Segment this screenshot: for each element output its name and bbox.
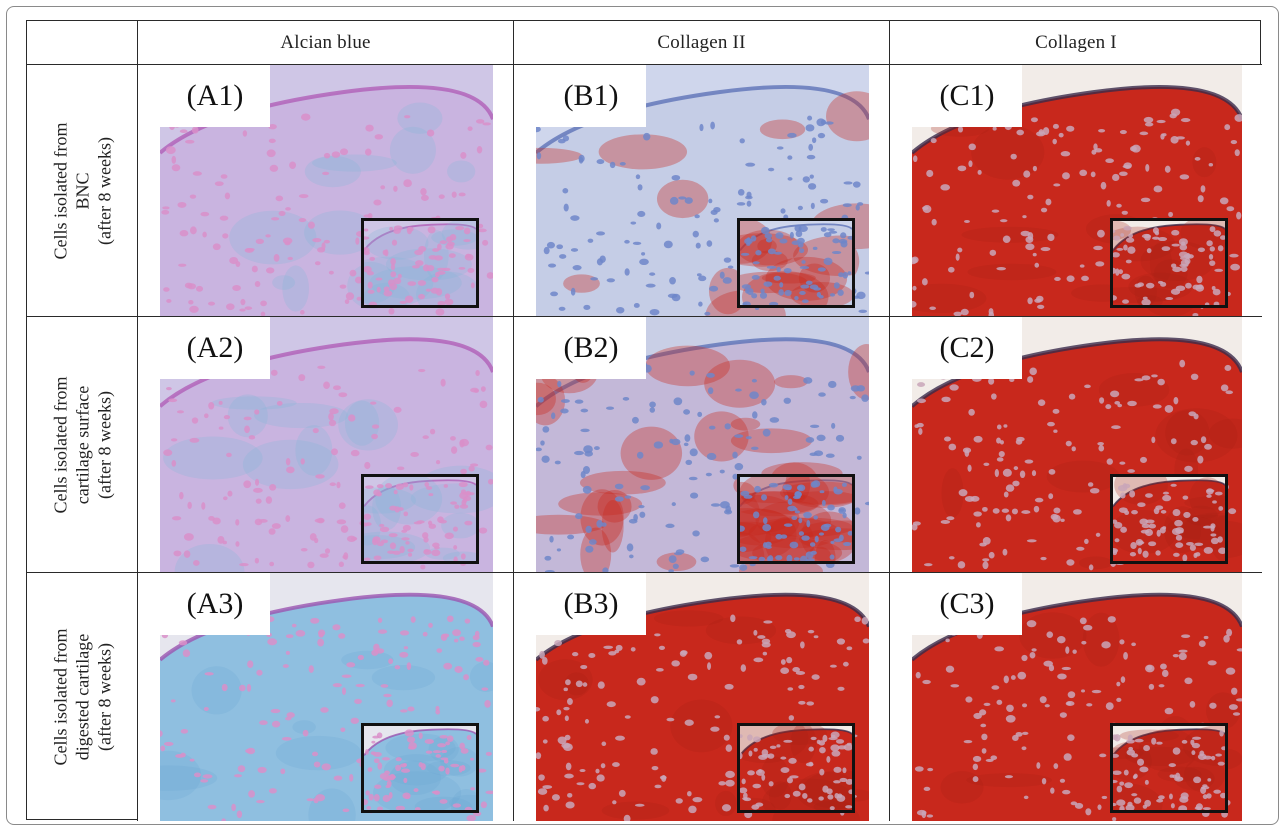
micrograph-cell: (A2)	[138, 317, 514, 573]
micrograph-cell: (C3)	[890, 573, 1262, 821]
micrograph-cell: (A3)	[138, 573, 514, 821]
panel-label: (C3)	[912, 573, 1022, 635]
micrograph-cell: (A1)	[138, 65, 514, 317]
inset-micrograph	[737, 723, 855, 813]
inset-micrograph	[361, 218, 479, 308]
row-header-line: BNC	[72, 171, 93, 210]
row-header-line: (after 8 weeks)	[94, 390, 115, 499]
inset-micrograph	[737, 474, 855, 564]
inset-micrograph	[737, 218, 855, 308]
inset-micrograph	[1110, 474, 1228, 564]
row-header-bnc: Cells isolated from BNC (after 8 weeks)	[27, 65, 138, 317]
panel-label: (B1)	[536, 65, 646, 127]
figure-table: Alcian blue Collagen II Collagen I Cells…	[26, 20, 1262, 821]
row-header-line: (after 8 weeks)	[94, 136, 115, 245]
panel-label: (B2)	[536, 317, 646, 379]
corner-cell	[27, 21, 138, 65]
row-header-line: Cells isolated from	[50, 628, 71, 766]
micrograph-cell: (C2)	[890, 317, 1262, 573]
row-header-line: cartilage surface	[72, 385, 93, 504]
panel-label: (C1)	[912, 65, 1022, 127]
micrograph-cell: (B3)	[514, 573, 890, 821]
micrograph-cell: (B1)	[514, 65, 890, 317]
panel-label: (C2)	[912, 317, 1022, 379]
column-header-alcian-blue: Alcian blue	[138, 21, 514, 65]
row-header-line: Cells isolated from	[50, 122, 71, 259]
column-header-collagen-i: Collagen I	[890, 21, 1262, 65]
panel-label: (A1)	[160, 65, 270, 127]
row-header-line: digested cartilage	[72, 633, 93, 761]
panel-label: (A2)	[160, 317, 270, 379]
column-header-collagen-ii: Collagen II	[514, 21, 890, 65]
row-header-line: Cells isolated from	[50, 376, 71, 513]
inset-micrograph	[361, 723, 479, 813]
panel-label: (A3)	[160, 573, 270, 635]
micrograph-cell: (B2)	[514, 317, 890, 573]
panel-label: (B3)	[536, 573, 646, 635]
row-header-line: (after 8 weeks)	[94, 643, 115, 751]
row-header-cartilage-surface: Cells isolated from cartilage surface (a…	[27, 317, 138, 573]
inset-micrograph	[1110, 723, 1228, 813]
micrograph-cell: (C1)	[890, 65, 1262, 317]
inset-micrograph	[361, 474, 479, 564]
row-header-digested-cartilage: Cells isolated from digested cartilage (…	[27, 573, 138, 821]
inset-micrograph	[1110, 218, 1228, 308]
